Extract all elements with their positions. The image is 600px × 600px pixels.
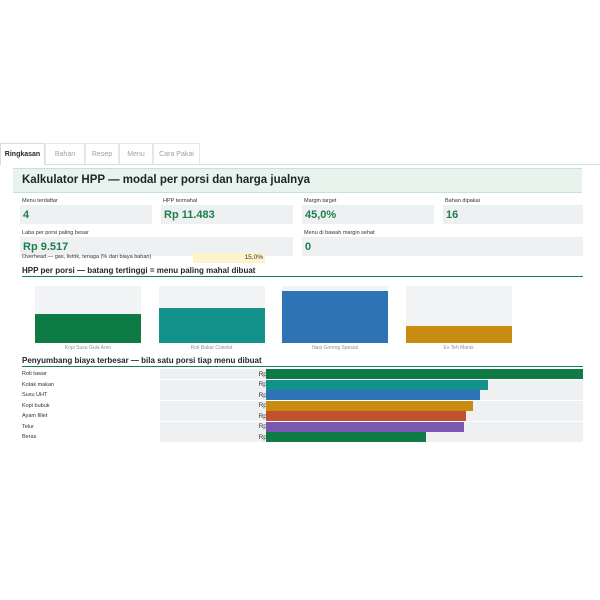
contributor-bar — [266, 369, 583, 379]
contributor-name: Susu UHT — [22, 392, 48, 398]
contributor-name: Beras — [22, 434, 37, 440]
hpp-section-title: HPP per porsi — batang tertinggi = menu … — [22, 266, 256, 275]
hpp-bar-track — [35, 286, 141, 343]
contributor-bar — [266, 400, 473, 411]
tab-bar: Ringkasan Bahan Resep Menu Cara Pakai — [0, 143, 600, 165]
contributor-bar-track — [266, 411, 583, 421]
contributor-bar-track — [266, 390, 583, 400]
metric-menu-bawah-margin-value: 0 — [305, 241, 312, 253]
hpp-bar-track — [405, 286, 512, 343]
tab-bahan[interactable]: Bahan — [45, 143, 85, 164]
metric-bahan-dipakai: 16 — [443, 205, 583, 224]
hpp-bar-label: Nasi Goreng Spesial — [312, 345, 358, 351]
contributor-name: Telur — [22, 423, 34, 430]
contributor-bar — [266, 390, 480, 400]
overhead-label: Overhead — gas, listrik, tenaga (% dari … — [22, 254, 152, 260]
hpp-bar-label: Es Teh Manis — [443, 345, 474, 351]
hpp-bar — [35, 314, 141, 343]
metric-hpp-termahal: Rp 11.483 — [161, 205, 293, 224]
contrib-section-title: Penyumbang biaya terbesar — bila satu po… — [22, 356, 262, 365]
hpp-bar — [405, 326, 512, 343]
metric-bahan-dipakai-label: Bahan dipakai — [445, 198, 480, 204]
hpp-bar — [282, 291, 388, 343]
contributor-bar-track — [266, 400, 583, 411]
metric-menu-terdaftar-label: Menu terdaftar — [22, 198, 58, 204]
hpp-bar-label: Kopi Susu Gula Aren — [64, 345, 112, 351]
metric-menu-bawah-margin: 0 — [302, 237, 583, 256]
metric-laba-terbesar-value: Rp 9.517 — [23, 241, 69, 253]
metric-hpp-termahal-value: Rp 11.483 — [164, 209, 215, 221]
contributor-bar-track — [266, 421, 583, 432]
hpp-section-divider — [22, 276, 583, 277]
contributor-name: Kotak makan — [22, 381, 55, 388]
app-window: Ringkasan Bahan Resep Menu Cara Pakai Ka… — [0, 143, 600, 455]
contributor-name: Roti tawar — [22, 371, 47, 377]
metric-margin-target: 45,0% — [302, 205, 434, 224]
metric-margin-target-label: Margin target — [304, 198, 337, 204]
contributor-name: Kopi bubuk — [22, 402, 50, 409]
hpp-bar — [158, 308, 265, 343]
metric-hpp-termahal-label: HPP termahal — [163, 198, 198, 204]
contributor-bar-track — [266, 379, 583, 390]
tab-cara-pakai[interactable]: Cara Pakai — [153, 143, 200, 164]
overhead-value: 15,0% — [244, 254, 263, 261]
page-header: Kalkulator HPP — modal per porsi dan har… — [13, 168, 582, 193]
contrib-section-divider — [22, 366, 583, 367]
hpp-bar-track — [158, 286, 265, 343]
contributor-bar — [266, 432, 426, 442]
overhead-input[interactable]: 15,0% — [193, 253, 265, 263]
metric-laba-terbesar-label: Laba per porsi paling besar — [22, 230, 89, 236]
metric-bahan-dipakai-value: 16 — [446, 209, 459, 221]
hpp-bar-label: Roti Bakar Cokelat — [190, 345, 233, 351]
tab-menu[interactable]: Menu — [119, 143, 153, 164]
metric-menu-bawah-margin-label: Menu di bawah margin sehat — [304, 230, 375, 236]
contributor-bar-track — [266, 432, 583, 442]
metric-menu-terdaftar-value: 4 — [23, 209, 30, 221]
contributor-bar — [266, 421, 464, 432]
hpp-bar-track — [282, 286, 388, 343]
metric-menu-terdaftar: 4 — [20, 205, 152, 224]
contributor-bar — [266, 379, 488, 390]
contributor-bar-track — [266, 369, 583, 379]
metric-laba-terbesar: Rp 9.517 — [20, 237, 293, 256]
tab-resep[interactable]: Resep — [85, 143, 119, 164]
contributor-name: Ayam fillet — [22, 413, 48, 419]
metric-margin-target-value: 45,0% — [305, 209, 337, 221]
contributor-bar — [266, 411, 466, 421]
page-title: Kalkulator HPP — modal per porsi dan har… — [22, 174, 310, 186]
tab-ringkasan[interactable]: Ringkasan — [0, 143, 45, 165]
